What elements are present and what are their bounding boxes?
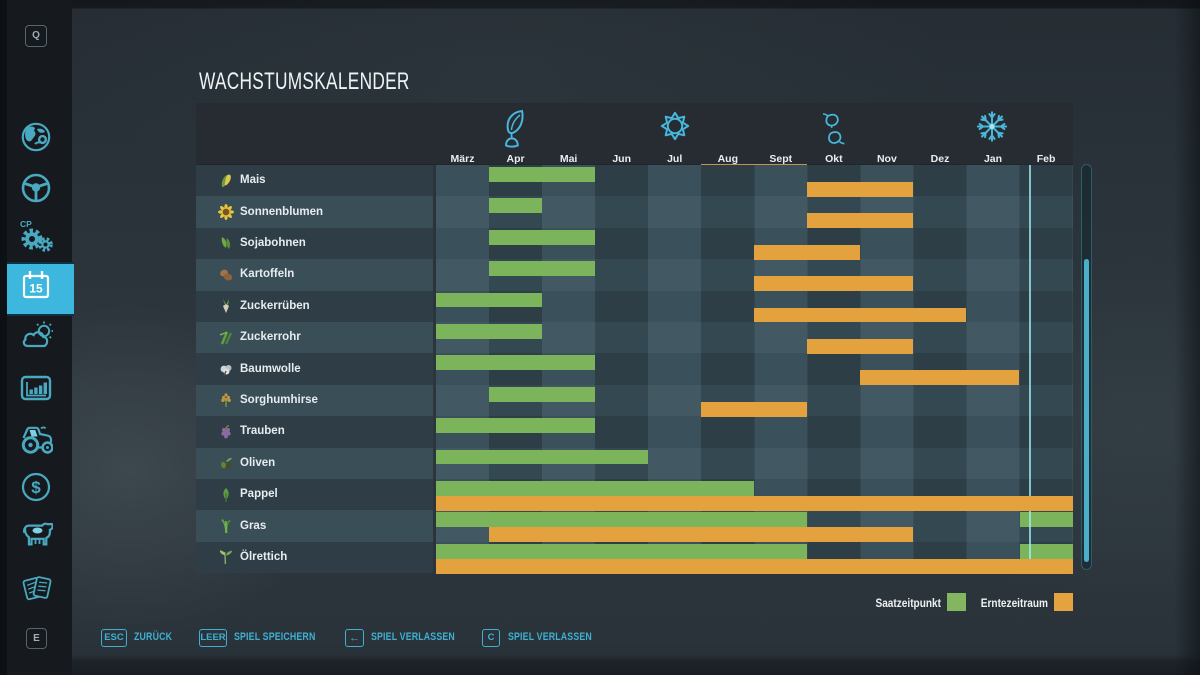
svg-text:15: 15: [29, 282, 43, 296]
svg-text:$: $: [31, 478, 41, 497]
svg-text:CP: CP: [20, 219, 32, 229]
